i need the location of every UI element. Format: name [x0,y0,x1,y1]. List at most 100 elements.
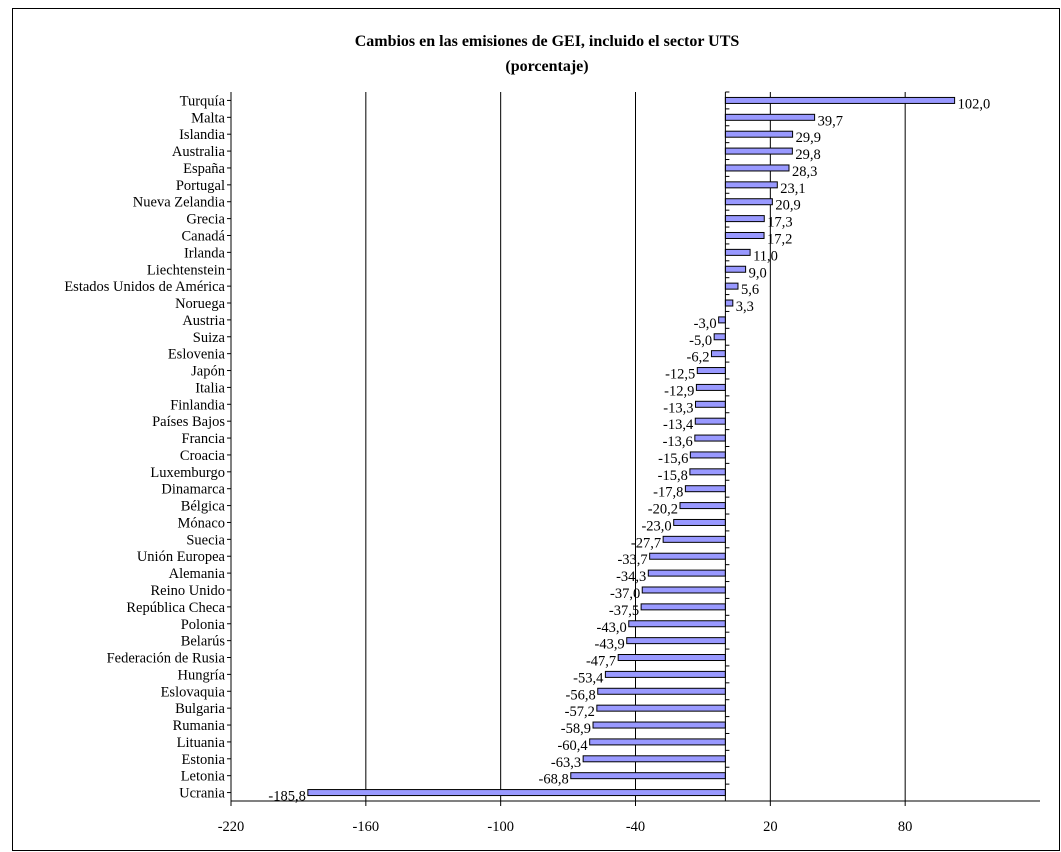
bar [589,738,726,746]
category-label: República Checa [126,600,225,616]
bar [641,586,726,594]
bar [596,704,726,712]
category-label: Federación de Rusia [107,651,226,667]
value-label: 20,9 [775,198,800,214]
category-label: Mónaco [177,515,225,531]
value-label: 5,6 [741,282,759,298]
value-label: -13,4 [663,417,694,433]
category-label: Islandia [179,127,225,143]
bar [724,265,747,273]
value-label: -33,7 [617,552,647,568]
category-label: Alemania [169,566,226,582]
x-tick-label: -220 [218,819,245,835]
bar [689,451,726,459]
value-label: -20,2 [648,502,678,518]
category-label: Italia [195,380,225,396]
category-label: Estonia [182,752,226,768]
bar [640,603,726,611]
bar [689,468,726,476]
category-label: Irlanda [184,245,226,261]
category-label: Eslovenia [168,347,226,363]
category-label: Ucrania [179,786,225,802]
bar [724,215,765,223]
category-label: Lituania [177,735,226,751]
bar [710,350,726,358]
value-label: -12,5 [665,367,695,383]
value-label: 39,7 [818,113,843,129]
value-label: 29,8 [795,147,820,163]
category-label: Estados Unidos de América [64,279,225,295]
category-label: Reino Unido [150,583,225,599]
category-label: Canadá [182,228,226,244]
bar [647,569,726,577]
value-label: -17,8 [653,485,683,501]
value-label: -6,2 [686,350,709,366]
value-label: -3,0 [694,316,717,332]
bar [684,485,726,493]
value-label: -68,8 [539,772,569,788]
bar [649,552,726,560]
bars [307,96,956,797]
value-label: -13,3 [663,400,693,416]
axes [227,91,1040,806]
value-label: 102,0 [958,96,991,112]
bar [724,181,778,189]
value-label: -12,9 [664,383,694,399]
value-label: 23,1 [780,181,805,197]
category-label: Portugal [176,178,225,194]
category-label: Belarús [181,634,226,650]
value-label: -15,8 [658,468,688,484]
x-tick-labels: -220 -160 -100 -40 20 80 [218,819,913,835]
bar [307,789,726,797]
value-label: -185,8 [268,789,305,805]
value-label: -13,6 [663,434,693,450]
category-label: Hungría [177,667,225,683]
bar [724,248,751,256]
category-label: España [183,161,225,177]
value-label: 17,2 [767,231,792,247]
chart-title: Cambios en las emisiones de GEI, incluid… [355,33,740,50]
value-label: -5,0 [689,333,712,349]
category-label: Polonia [181,617,226,633]
x-tick-label: -40 [626,819,645,835]
value-label: -43,9 [595,637,625,653]
bar [713,333,726,341]
bar [679,502,726,510]
value-label: 9,0 [749,265,767,281]
category-label: Liechtenstein [147,262,226,278]
value-label: -63,3 [551,755,581,771]
value-label: -27,7 [631,535,661,551]
category-label: Japón [191,364,226,380]
value-label: -43,0 [597,620,627,636]
category-label: Eslovaquia [161,684,226,700]
category-label: Finlandia [170,397,225,413]
bar [724,113,816,121]
bar [724,164,790,172]
category-label: Suecia [186,532,225,548]
category-label: Suiza [193,330,226,346]
value-label: 29,9 [796,130,821,146]
category-labels: TurquíaMaltaIslandiaAustraliaEspañaPortu… [64,93,225,801]
bar [696,367,726,375]
category-label: Croacia [180,448,226,464]
value-label: 17,3 [767,215,792,231]
value-label: 28,3 [792,164,817,180]
category-label: Francia [182,431,226,447]
category-label: Unión Europea [137,549,226,565]
value-labels: 102,0 39,729,929,828,323,120,917,317,211,… [268,96,990,804]
bar [694,417,726,425]
value-label: -58,9 [561,721,591,737]
x-tick-label: 20 [763,819,778,835]
bar [724,147,793,155]
value-label: 3,3 [736,299,754,315]
bar [604,670,726,678]
value-label: -34,3 [616,569,646,585]
category-label: Letonia [181,769,226,785]
category-label: Bélgica [181,499,226,515]
bar [695,383,726,391]
category-label: Noruega [175,296,225,312]
bar [695,400,726,408]
bar [597,687,726,695]
category-label: Países Bajos [152,414,225,430]
